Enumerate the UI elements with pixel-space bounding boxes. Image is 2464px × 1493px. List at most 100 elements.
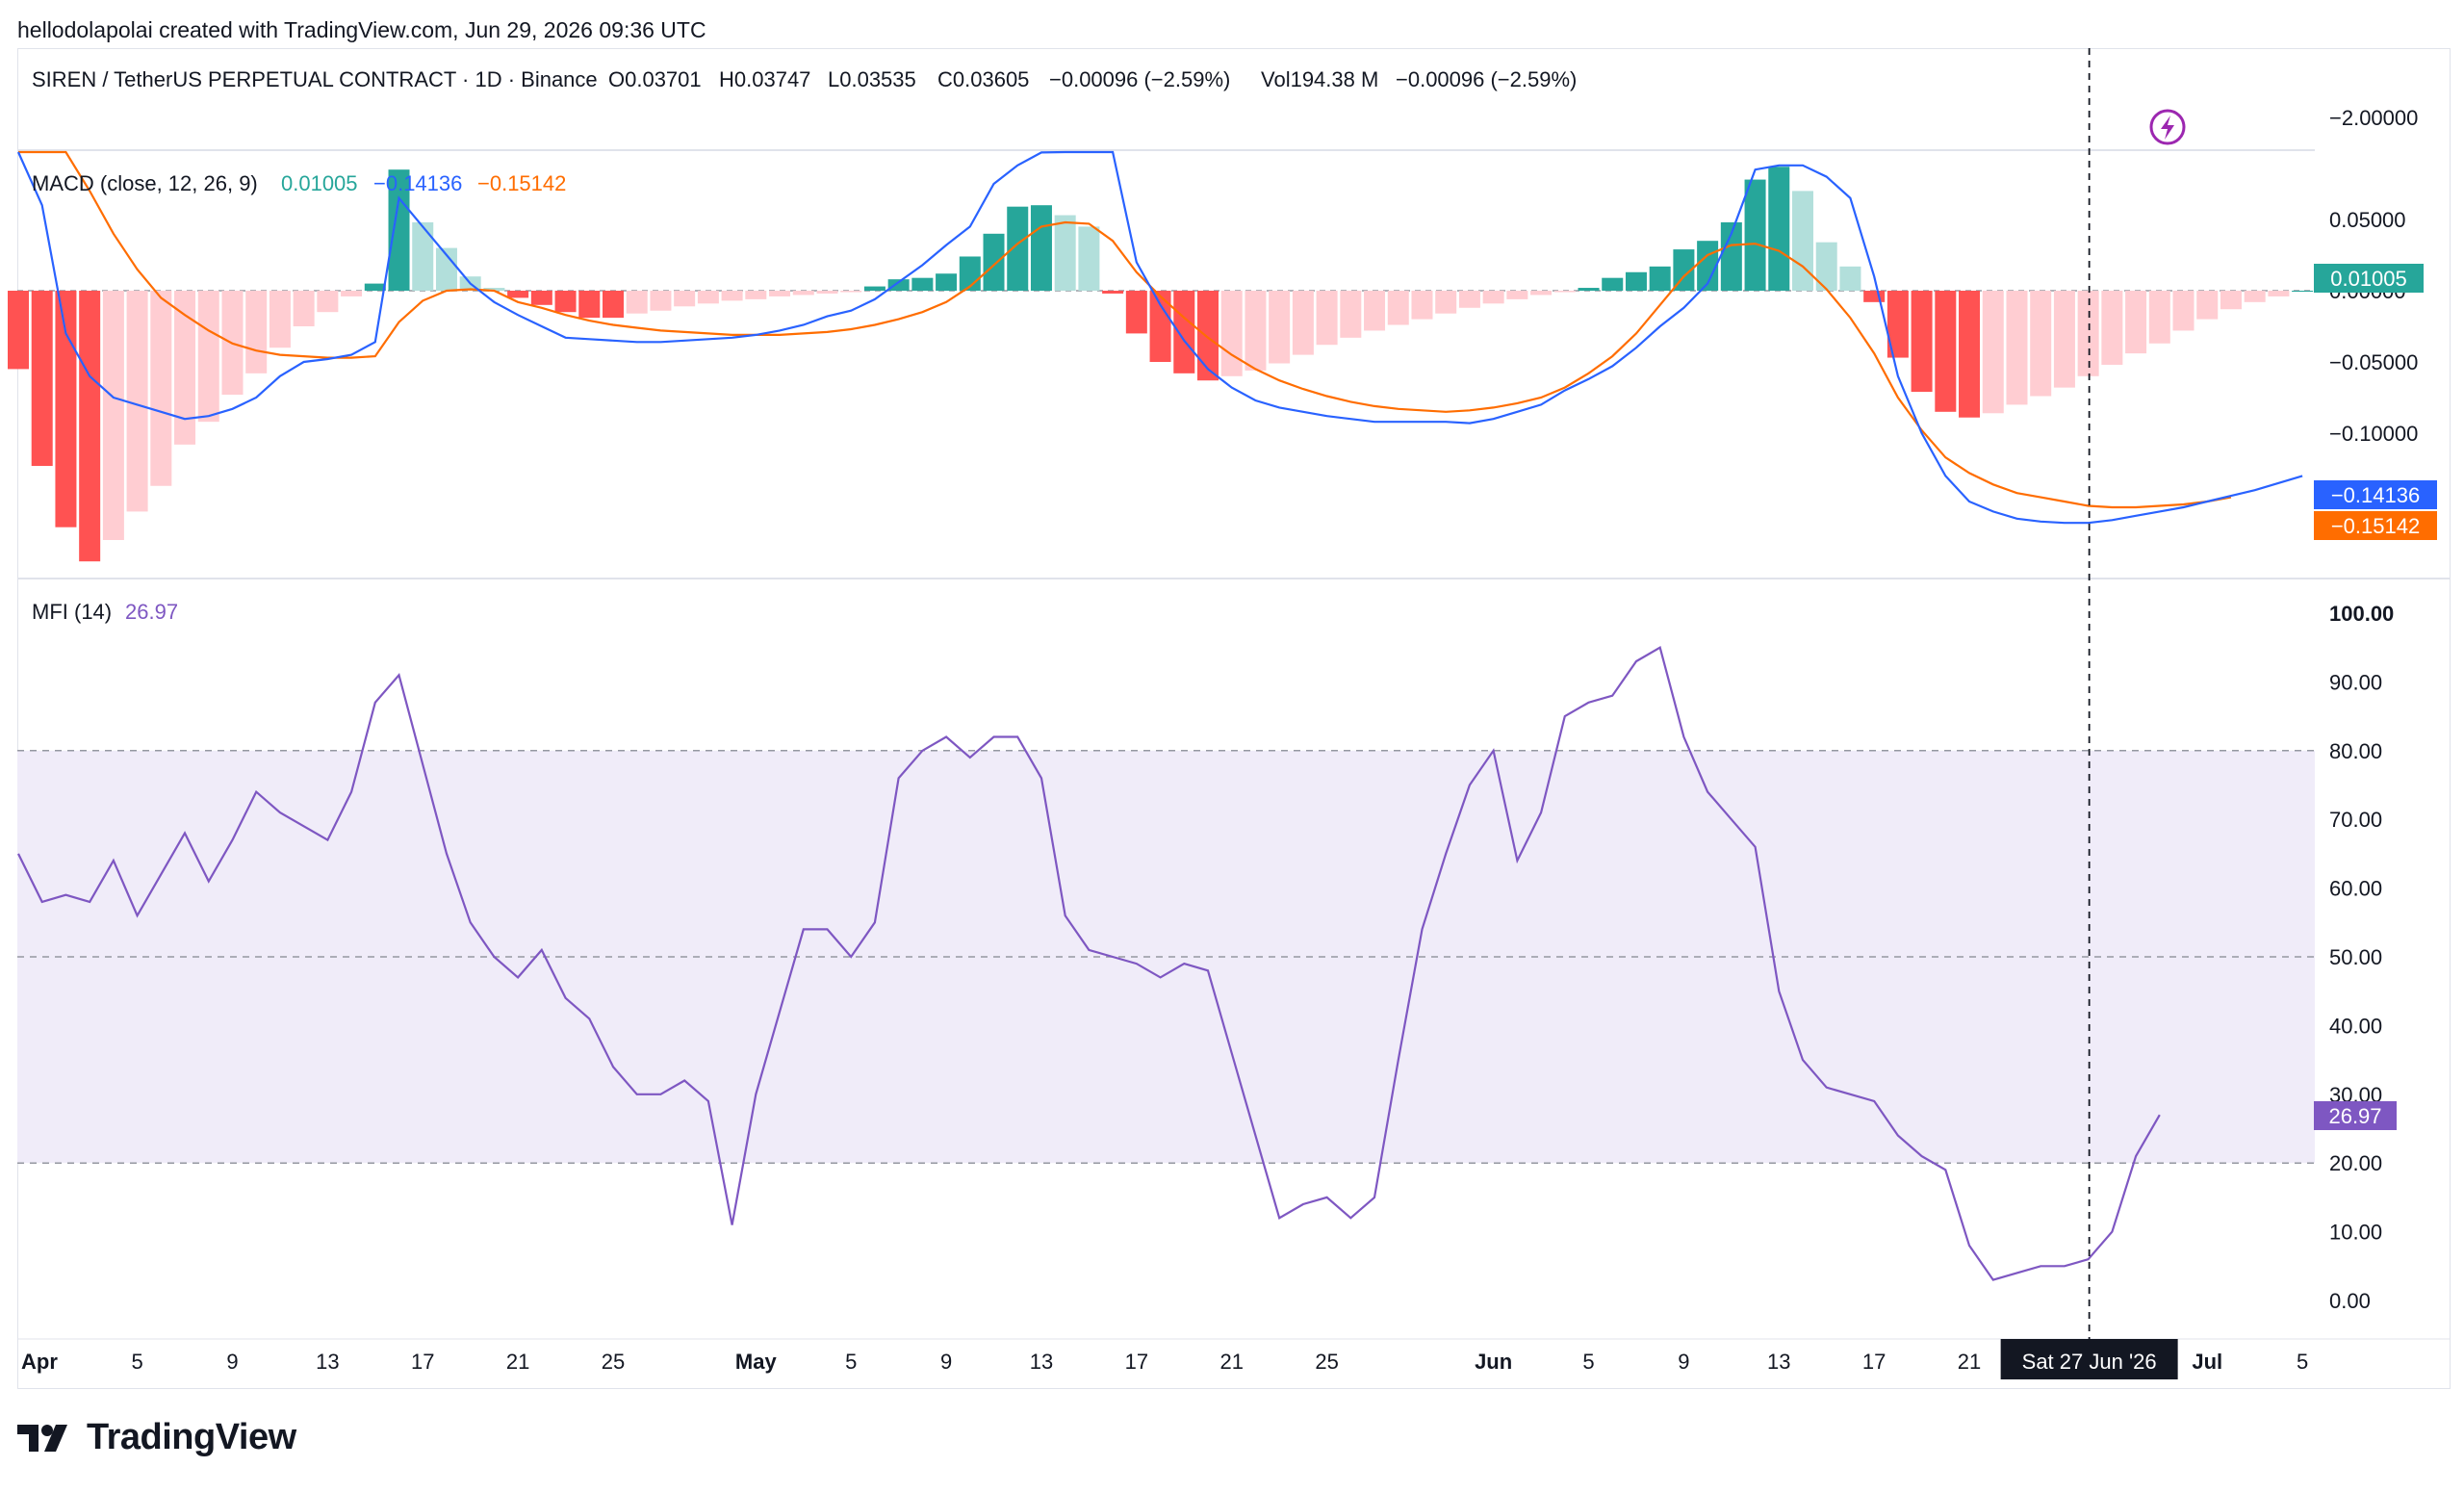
macd-histogram-bar xyxy=(1292,291,1314,355)
macd-histogram-bar xyxy=(578,291,601,319)
macd-legend-hist-value: 0.01005 xyxy=(281,171,358,195)
mfi-axis-tick-label: 10.00 xyxy=(2329,1221,2382,1245)
macd-histogram-bar xyxy=(2196,291,2219,320)
chart-svg[interactable]: SIREN / TetherUS PERPETUAL CONTRACT · 1D… xyxy=(0,0,2464,1405)
macd-histogram-bar xyxy=(674,291,696,307)
macd-histogram-bar xyxy=(1886,291,1909,358)
tradingview-logo[interactable]: TradingView xyxy=(17,1417,296,1458)
mfi-axis-tick-label: 60.00 xyxy=(2329,877,2382,901)
macd-axis-tick-label: −0.10000 xyxy=(2329,422,2418,446)
volume-change: −0.00096 (−2.59%) xyxy=(1396,67,1577,91)
lightning-icon[interactable] xyxy=(2149,109,2186,145)
price-axis-label: −2.00000 xyxy=(2329,106,2418,130)
svg-text:0.01005: 0.01005 xyxy=(2330,267,2407,291)
macd-histogram-bar xyxy=(1553,291,1576,293)
macd-histogram-bar xyxy=(55,291,77,528)
ohlc-change: −0.00096 (−2.59%) xyxy=(1049,67,1230,91)
macd-histogram-bar xyxy=(603,291,624,319)
volume-value: Vol194.38 M xyxy=(1261,67,1378,91)
mfi-axis-tick-label: 0.00 xyxy=(2329,1289,2371,1313)
macd-histogram-bar xyxy=(697,291,719,304)
macd-histogram-bar xyxy=(1863,291,1886,302)
time-axis-tick-label: 17 xyxy=(1862,1350,1886,1374)
macd-histogram-bar xyxy=(2077,291,2099,376)
time-axis-tick-label: 21 xyxy=(1219,1350,1243,1374)
macd-histogram-bar xyxy=(2148,291,2170,344)
macd-histogram-bar xyxy=(983,233,1005,291)
time-axis-tick-label: 9 xyxy=(940,1350,952,1374)
time-axis-tick-label: 9 xyxy=(1678,1350,1689,1374)
macd-histogram-bar xyxy=(2268,291,2290,296)
macd-histogram-bar xyxy=(1340,291,1362,338)
macd-histogram-bar xyxy=(863,286,886,291)
macd-histogram-bar xyxy=(840,291,862,293)
time-axis-tick-label: 25 xyxy=(1315,1350,1338,1374)
macd-histogram-bar xyxy=(2244,291,2266,302)
macd-histogram-bar xyxy=(816,291,838,294)
macd-histogram-bar xyxy=(1625,271,1647,291)
macd-histogram-bar xyxy=(1458,291,1480,308)
macd-histogram-bar xyxy=(1364,291,1386,331)
signal-line xyxy=(18,150,2232,509)
macd-histogram-bar xyxy=(1768,167,1790,291)
time-axis-tick-label: 13 xyxy=(1030,1350,1053,1374)
crosshair-date-label: Sat 27 Jun '26 xyxy=(2000,1339,2178,1379)
mfi-axis-tick-label: 90.00 xyxy=(2329,670,2382,694)
attribution-text: hellodolapolai created with TradingView.… xyxy=(17,17,706,42)
mfi-axis-tick-label: 50.00 xyxy=(2329,945,2382,969)
time-axis-tick-label: Jul xyxy=(2192,1350,2222,1374)
macd-histogram-bar xyxy=(364,283,386,291)
macd-histogram-bar xyxy=(2220,291,2242,310)
mfi-line xyxy=(17,646,2161,1281)
mfi-legend-title: MFI (14) xyxy=(32,600,112,624)
macd-histogram-bar xyxy=(650,291,672,311)
macd-histogram-bar xyxy=(412,221,434,291)
time-axis-tick-label: Apr xyxy=(21,1350,58,1374)
time-axis-tick-label: 5 xyxy=(2297,1350,2308,1374)
macd-histogram-bar xyxy=(1102,291,1124,294)
chart-frame[interactable] xyxy=(17,48,2451,1389)
ohlc-close: C0.03605 xyxy=(937,67,1029,91)
macd-histogram-bar xyxy=(2125,291,2147,354)
macd-histogram-bar xyxy=(2030,291,2052,397)
macd-histogram-bar xyxy=(1530,291,1553,296)
macd-histogram-bar xyxy=(2006,291,2028,405)
macd-price-axis: 0.050000.00000−0.05000−0.10000 xyxy=(2329,208,2418,446)
macd-histogram-bar xyxy=(1007,206,1029,291)
macd-histogram-bar xyxy=(745,291,767,299)
macd-histogram xyxy=(8,167,2361,562)
macd-histogram-bar xyxy=(1720,221,1742,291)
time-axis-tick-label: 13 xyxy=(1767,1350,1790,1374)
mfi-axis-tick-label: 70.00 xyxy=(2329,808,2382,832)
macd-histogram-bar xyxy=(1078,226,1100,291)
time-axis-tick-label: Jun xyxy=(1475,1350,1512,1374)
macd-histogram-bar xyxy=(1125,291,1147,334)
symbol-legend: SIREN / TetherUS PERPETUAL CONTRACT · 1D… xyxy=(32,67,1577,91)
time-axis-tick-label: 9 xyxy=(226,1350,238,1374)
macd-histogram-bar xyxy=(1054,215,1076,291)
time-axis-tick-label: 5 xyxy=(845,1350,857,1374)
macd-histogram-bar xyxy=(1316,291,1338,346)
svg-text:Sat 27 Jun '26: Sat 27 Jun '26 xyxy=(2022,1350,2157,1374)
macd-histogram-bar xyxy=(2172,291,2194,331)
macd-histogram-bar xyxy=(1173,291,1195,373)
macd-histogram-bar xyxy=(317,291,339,313)
mfi-axis-tick-label: 80.00 xyxy=(2329,739,2382,763)
macd-histogram-bar xyxy=(197,291,219,423)
macd-histogram-bar xyxy=(269,291,291,348)
macd-histogram-bar xyxy=(507,291,529,298)
svg-text:−0.14136: −0.14136 xyxy=(2331,483,2420,507)
macd-histogram-bar xyxy=(1959,291,1981,418)
macd-histogram-bar xyxy=(1245,291,1267,371)
macd-histogram-bar xyxy=(150,291,172,486)
ohlc-open: O0.03701 xyxy=(608,67,702,91)
macd-histogram-bar xyxy=(31,291,53,467)
svg-text:26.97: 26.97 xyxy=(2328,1104,2381,1128)
macd-histogram-bar xyxy=(1411,291,1433,320)
macd-histogram-bar xyxy=(2053,291,2075,388)
time-axis-tick-label: 21 xyxy=(506,1350,529,1374)
mfi-axis-tick-label: 100.00 xyxy=(2329,602,2394,626)
macd-histogram-bar xyxy=(769,291,791,296)
macd-histogram-bar xyxy=(1602,277,1624,291)
time-axis-tick-label: 5 xyxy=(131,1350,142,1374)
